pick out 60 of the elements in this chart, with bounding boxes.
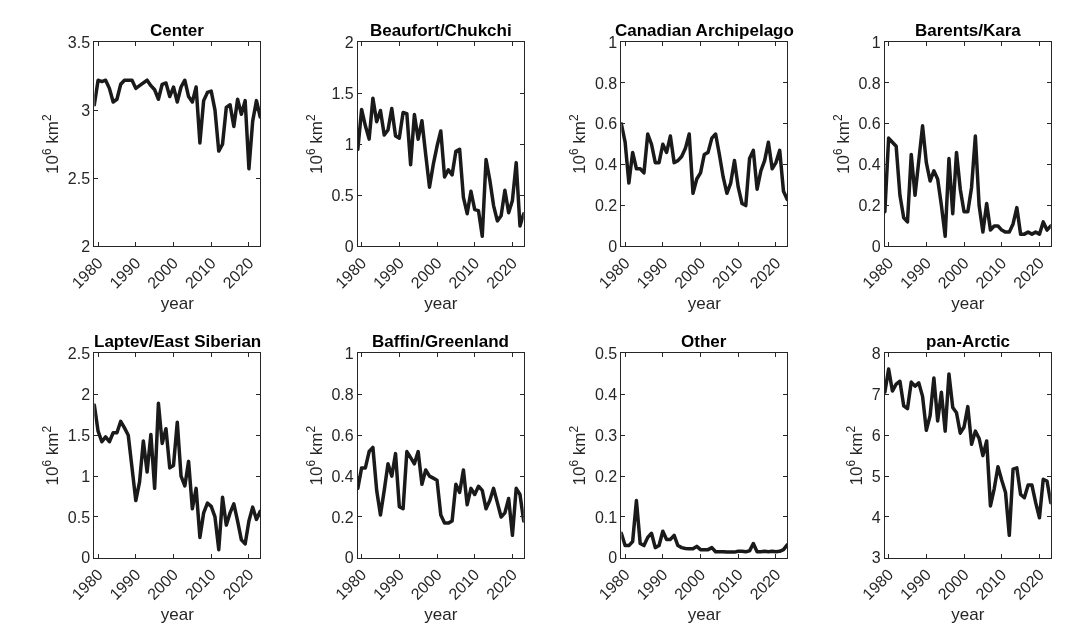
y-tick-label: 2.5 bbox=[67, 345, 91, 363]
y-tick-label: 4 bbox=[871, 508, 881, 526]
y-tick-label: 0 bbox=[344, 549, 354, 567]
y-tick-label: 0.4 bbox=[858, 156, 881, 174]
y-tick-label: 0 bbox=[871, 238, 881, 256]
chart-title: Laptev/East Siberian bbox=[94, 332, 262, 351]
y-tick-label: 0.2 bbox=[331, 508, 354, 526]
y-tick-label: 0.4 bbox=[594, 156, 618, 174]
y-tick-label: 3.5 bbox=[67, 33, 91, 51]
chart-title: Canadian Archipelago bbox=[615, 21, 794, 40]
y-tick-label: 1.5 bbox=[67, 426, 91, 444]
y-tick-label: 0.5 bbox=[67, 508, 91, 526]
y-tick-label: 0.8 bbox=[331, 385, 354, 403]
y-tick-label: 0.1 bbox=[594, 508, 618, 526]
x-axis-title: year bbox=[424, 605, 458, 625]
x-axis-title: year bbox=[951, 293, 985, 313]
x-axis-title: year bbox=[687, 605, 722, 625]
y-tick-label: 3 bbox=[81, 101, 91, 119]
chart-title: Center bbox=[150, 21, 205, 40]
y-tick-label: 0.5 bbox=[594, 345, 618, 363]
chart-title: Beaufort/Chukchi bbox=[370, 21, 512, 40]
y-tick-label: 0.6 bbox=[858, 115, 881, 133]
y-tick-label: 0.5 bbox=[331, 186, 354, 204]
y-tick-label: 0 bbox=[608, 238, 618, 256]
y-tick-label: 0.2 bbox=[858, 197, 881, 215]
y-tick-label: 1 bbox=[344, 135, 354, 153]
y-tick-label: 0.2 bbox=[594, 467, 618, 485]
x-axis-title: year bbox=[951, 605, 985, 625]
x-axis-title: year bbox=[424, 293, 458, 313]
y-tick-label: 1.5 bbox=[331, 84, 354, 102]
chart-title: pan-Arctic bbox=[926, 332, 1011, 351]
y-tick-label: 6 bbox=[871, 426, 881, 444]
y-tick-label: 0.6 bbox=[594, 115, 618, 133]
x-axis-title: year bbox=[160, 605, 195, 625]
y-tick-label: 0 bbox=[608, 549, 618, 567]
y-tick-label: 1 bbox=[344, 345, 354, 363]
chart-title: Other bbox=[681, 332, 727, 351]
y-tick-label: 3 bbox=[871, 549, 881, 567]
chart-title: Baffin/Greenland bbox=[372, 332, 509, 351]
chart-title: Barents/Kara bbox=[915, 21, 1022, 40]
y-tick-label: 8 bbox=[871, 345, 881, 363]
y-tick-label: 7 bbox=[871, 385, 881, 403]
y-tick-label: 0.8 bbox=[594, 74, 618, 92]
y-tick-label: 0.4 bbox=[331, 467, 354, 485]
x-axis-title: year bbox=[160, 293, 195, 313]
y-tick-label: 0.8 bbox=[858, 74, 881, 92]
y-tick-label: 0.6 bbox=[331, 426, 354, 444]
y-tick-label: 5 bbox=[871, 467, 881, 485]
y-tick-label: 0.4 bbox=[594, 385, 618, 403]
y-tick-label: 0.2 bbox=[594, 197, 618, 215]
y-tick-label: 2 bbox=[81, 385, 91, 403]
y-tick-label: 2.5 bbox=[67, 169, 91, 187]
y-tick-label: 2 bbox=[81, 238, 91, 256]
y-tick-label: 0 bbox=[344, 238, 354, 256]
x-axis-title: year bbox=[687, 293, 722, 313]
y-tick-label: 0.3 bbox=[594, 426, 618, 444]
y-tick-label: 0 bbox=[81, 549, 91, 567]
y-tick-label: 2 bbox=[344, 33, 354, 51]
y-tick-label: 1 bbox=[81, 467, 91, 485]
y-tick-label: 1 bbox=[871, 33, 881, 51]
